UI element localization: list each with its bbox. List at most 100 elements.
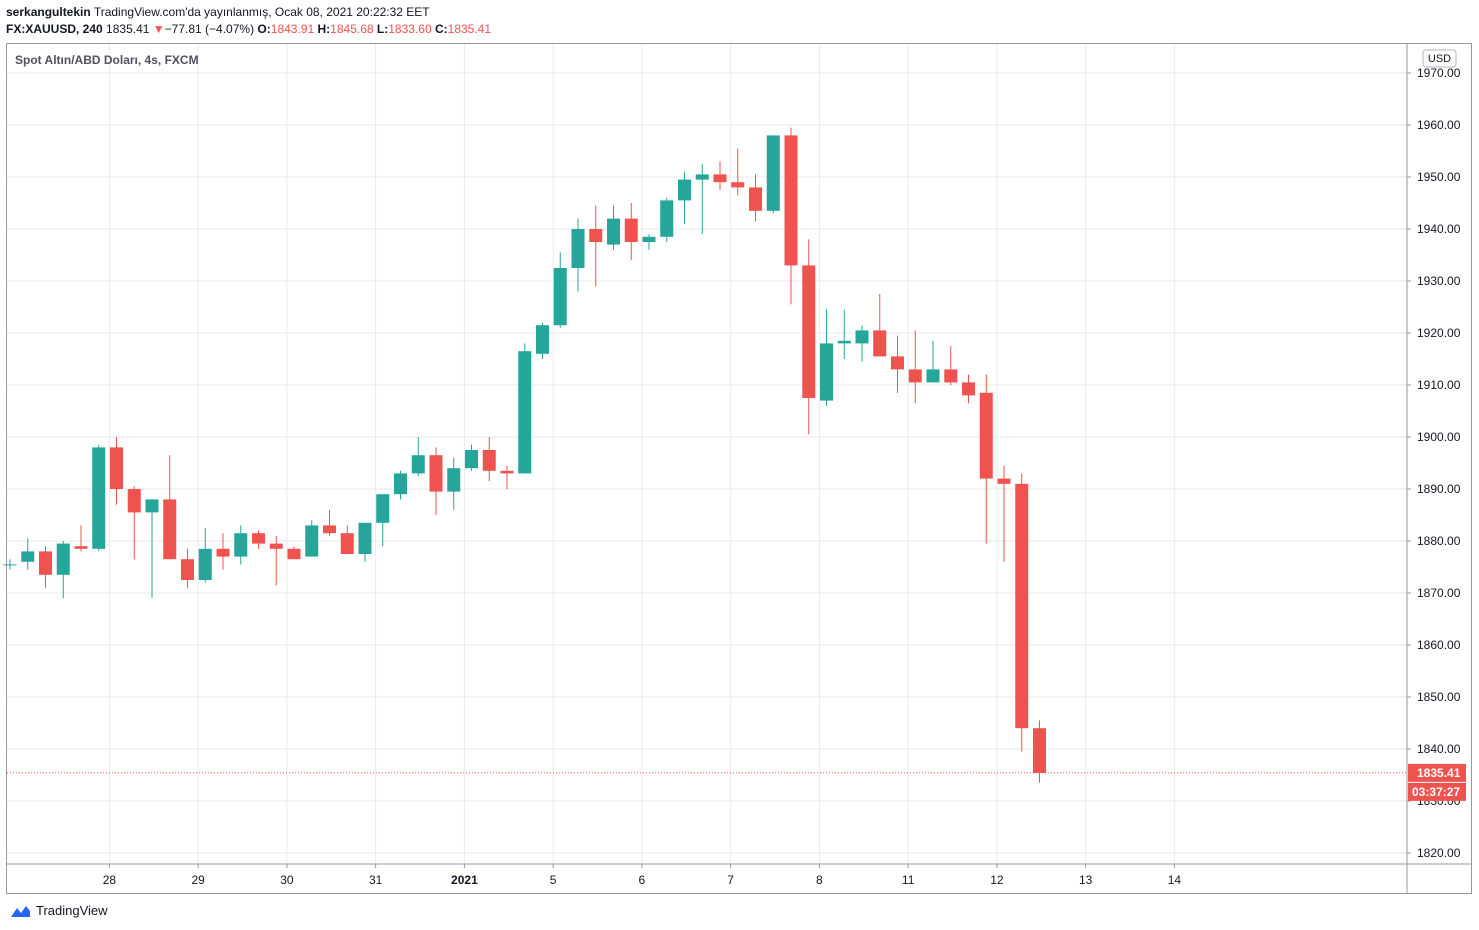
candle-body — [820, 343, 833, 401]
y-tick-label: 1840.00 — [1417, 742, 1461, 756]
candle-body — [305, 525, 319, 557]
candle-body — [465, 450, 478, 469]
candles — [3, 127, 1046, 783]
candle-body — [944, 369, 958, 383]
y-tick-label: 1850.00 — [1417, 690, 1461, 704]
candle-body — [855, 330, 869, 344]
candle-body — [802, 265, 816, 398]
countdown-tag — [1408, 782, 1466, 801]
y-tick-label: 1890.00 — [1417, 482, 1461, 496]
candle-body — [500, 470, 514, 474]
candle-body — [482, 450, 496, 471]
candle-body — [127, 489, 141, 513]
x-tick-label: 30 — [280, 873, 294, 887]
candle-body — [198, 548, 212, 580]
candle-body — [678, 179, 691, 201]
close-label: C: — [434, 22, 448, 36]
publish-info: serkangultekin TradingView.com'da yayınl… — [6, 5, 430, 19]
symbol-label: FX:XAUUSD, 240 — [6, 22, 103, 36]
candle-body — [287, 548, 301, 560]
candle-body — [962, 382, 975, 396]
candle-body — [1015, 483, 1029, 729]
candle-body — [571, 229, 585, 268]
ohlc-header: FX:XAUUSD, 240 1835.41 ▼−77.81 (−4.07%) … — [6, 22, 491, 36]
chart-legend-title: Spot Altın/ABD Doları, 4s, FXCM — [15, 53, 199, 67]
footer-brand-label: TradingView — [36, 903, 108, 918]
candle-body — [908, 369, 922, 383]
candle-body — [766, 135, 780, 211]
candle-body — [997, 478, 1011, 484]
y-tick-label: 1930.00 — [1417, 274, 1461, 288]
candle-body — [873, 330, 887, 357]
candle-body — [518, 351, 532, 474]
last-price: 1835.41 — [106, 22, 150, 36]
candle-body — [429, 455, 443, 492]
candle-body — [589, 229, 603, 242]
candle-body — [926, 369, 940, 383]
candle-body — [340, 533, 354, 554]
author-name[interactable]: serkangultekin — [6, 5, 91, 19]
candle-body — [536, 325, 549, 354]
candle-body — [74, 546, 88, 549]
y-tick-label: 1970.00 — [1417, 66, 1461, 80]
candle-body — [216, 548, 230, 557]
down-arrow-icon: ▼ — [152, 22, 165, 36]
candle-body — [411, 455, 425, 474]
y-tick-label: 1820.00 — [1417, 846, 1461, 860]
candle-body — [3, 564, 17, 566]
candle-body — [394, 473, 407, 495]
candle-body — [695, 174, 709, 180]
candle-body — [269, 543, 283, 549]
candle-body — [713, 174, 727, 183]
candle-body — [607, 218, 620, 245]
x-tick-label: 13 — [1079, 873, 1093, 887]
x-tick-label: 6 — [639, 873, 646, 887]
currency-badge-label: USD — [1428, 53, 1451, 65]
x-tick-label: 14 — [1168, 873, 1182, 887]
y-tick-label: 1870.00 — [1417, 586, 1461, 600]
candle-body — [21, 551, 35, 562]
time-axis: 28 29 30 31 2021 5 6 7 8 11 12 13 14 — [7, 863, 1471, 887]
candle-body — [39, 551, 52, 575]
published-text: TradingView.com'da yayınlanmış, Ocak 08,… — [93, 5, 430, 19]
close-value: 1835.41 — [447, 22, 492, 36]
x-tick-label: 28 — [103, 873, 117, 887]
y-tick-label: 1960.00 — [1417, 118, 1461, 132]
price-tags: 1835.41 03:37:27 USD — [7, 49, 1466, 801]
candle-body — [92, 447, 106, 549]
chart-frame — [6, 43, 1472, 894]
low-label: L: — [376, 22, 389, 36]
candle-body — [979, 392, 993, 479]
x-tick-label: 2021 — [451, 873, 478, 887]
candle-body — [145, 499, 159, 513]
candle-body — [749, 187, 762, 211]
candle-body — [660, 200, 674, 237]
x-tick-label: 8 — [816, 873, 823, 887]
candle-body — [447, 468, 461, 492]
candle-body — [252, 533, 265, 544]
x-tick-label: 11 — [902, 873, 915, 887]
low-value: 1833.60 — [388, 22, 432, 36]
candle-body — [376, 494, 390, 523]
candle-body — [837, 340, 851, 344]
y-tick-label: 1950.00 — [1417, 170, 1461, 184]
y-tick-label: 1900.00 — [1417, 430, 1461, 444]
last-price-tag-label: 1835.41 — [1417, 766, 1461, 780]
candle-body — [110, 447, 123, 489]
grid-lines — [7, 44, 1407, 864]
x-tick-label: 31 — [369, 873, 383, 887]
candle-body — [731, 182, 745, 188]
footer-brand[interactable]: TradingView — [8, 903, 108, 918]
x-tick-label: 12 — [990, 873, 1004, 887]
tradingview-logo-icon — [11, 905, 30, 917]
candle-body — [784, 135, 798, 266]
candle-body — [163, 499, 177, 560]
last-price-tag — [1408, 763, 1466, 782]
y-tick-label: 1940.00 — [1417, 222, 1461, 236]
open-value: 1843.91 — [270, 22, 315, 36]
high-value: 1845.68 — [330, 22, 374, 36]
currency-badge — [1422, 49, 1457, 68]
candle-body — [323, 525, 336, 534]
candle-body — [891, 356, 904, 370]
